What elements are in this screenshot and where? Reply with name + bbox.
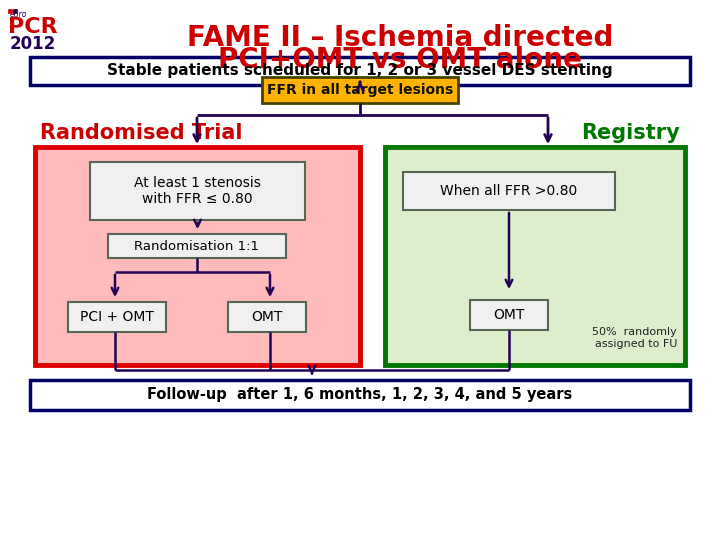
FancyBboxPatch shape: [228, 302, 306, 332]
FancyBboxPatch shape: [470, 300, 548, 330]
Text: PCI+OMT vs OMT alone: PCI+OMT vs OMT alone: [218, 46, 582, 74]
Text: 50%  randomly
assigned to FU: 50% randomly assigned to FU: [593, 327, 677, 349]
FancyBboxPatch shape: [30, 57, 690, 85]
FancyBboxPatch shape: [35, 147, 360, 365]
FancyBboxPatch shape: [403, 172, 615, 210]
Text: FAME II – Ischemia directed: FAME II – Ischemia directed: [186, 24, 613, 52]
Text: When all FFR >0.80: When all FFR >0.80: [441, 184, 577, 198]
FancyBboxPatch shape: [8, 9, 12, 13]
Text: Registry: Registry: [581, 123, 680, 143]
Text: Stable patients scheduled for 1, 2 or 3 vessel DES stenting: Stable patients scheduled for 1, 2 or 3 …: [107, 64, 613, 78]
FancyBboxPatch shape: [13, 9, 17, 13]
Text: Randomised Trial: Randomised Trial: [40, 123, 243, 143]
FancyBboxPatch shape: [68, 302, 166, 332]
Text: Follow-up  after 1, 6 months, 1, 2, 3, 4, and 5 years: Follow-up after 1, 6 months, 1, 2, 3, 4,…: [148, 388, 572, 402]
Text: OMT: OMT: [493, 308, 525, 322]
Text: PCR: PCR: [8, 17, 58, 37]
FancyBboxPatch shape: [262, 77, 458, 103]
Text: 2012: 2012: [10, 35, 56, 53]
FancyBboxPatch shape: [108, 234, 286, 258]
FancyBboxPatch shape: [385, 147, 685, 365]
Text: At least 1 stenosis
with FFR ≤ 0.80: At least 1 stenosis with FFR ≤ 0.80: [134, 176, 261, 206]
Text: PCI + OMT: PCI + OMT: [80, 310, 154, 324]
Text: OMT: OMT: [251, 310, 283, 324]
FancyBboxPatch shape: [30, 380, 690, 410]
FancyBboxPatch shape: [90, 162, 305, 220]
Text: Randomisation 1:1: Randomisation 1:1: [135, 240, 259, 253]
Text: FFR in all target lesions: FFR in all target lesions: [267, 83, 453, 97]
Text: euro: euro: [10, 10, 27, 19]
